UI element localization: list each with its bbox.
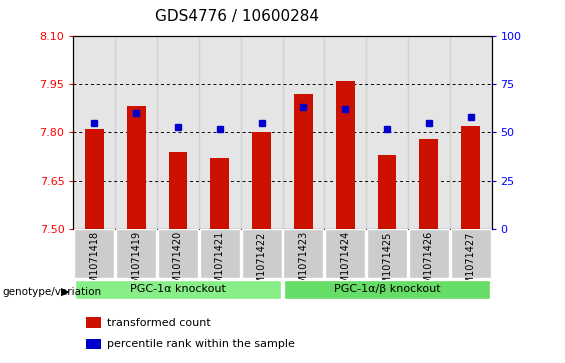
FancyBboxPatch shape xyxy=(367,229,407,278)
Text: genotype/variation: genotype/variation xyxy=(3,287,102,297)
Bar xyxy=(450,36,492,229)
Text: GSM1071423: GSM1071423 xyxy=(298,231,308,297)
Bar xyxy=(366,36,408,229)
Bar xyxy=(294,94,313,229)
FancyBboxPatch shape xyxy=(450,229,491,278)
FancyBboxPatch shape xyxy=(75,280,281,299)
Text: GSM1071426: GSM1071426 xyxy=(424,231,434,297)
FancyBboxPatch shape xyxy=(199,229,240,278)
Text: GSM1071424: GSM1071424 xyxy=(340,231,350,297)
FancyBboxPatch shape xyxy=(116,229,157,278)
Bar xyxy=(461,126,480,229)
Text: transformed count: transformed count xyxy=(107,318,211,327)
Text: GSM1071418: GSM1071418 xyxy=(89,231,99,296)
Text: GSM1071427: GSM1071427 xyxy=(466,231,476,297)
Text: PGC-1α knockout: PGC-1α knockout xyxy=(130,285,226,294)
FancyBboxPatch shape xyxy=(241,229,282,278)
Bar xyxy=(282,36,324,229)
Bar xyxy=(168,152,188,229)
Text: GSM1071425: GSM1071425 xyxy=(382,231,392,297)
Bar xyxy=(127,106,146,229)
Bar xyxy=(157,36,199,229)
FancyBboxPatch shape xyxy=(74,229,115,278)
Bar xyxy=(86,317,101,328)
Text: ▶: ▶ xyxy=(61,287,69,297)
Bar xyxy=(336,81,355,229)
FancyBboxPatch shape xyxy=(283,229,324,278)
Bar xyxy=(86,339,101,349)
Bar xyxy=(324,36,366,229)
FancyBboxPatch shape xyxy=(158,229,198,278)
FancyBboxPatch shape xyxy=(408,229,449,278)
Text: percentile rank within the sample: percentile rank within the sample xyxy=(107,339,295,349)
Bar xyxy=(419,139,438,229)
Bar xyxy=(115,36,157,229)
Text: PGC-1α/β knockout: PGC-1α/β knockout xyxy=(334,285,440,294)
Bar xyxy=(85,129,104,229)
Bar xyxy=(252,132,271,229)
Bar xyxy=(377,155,397,229)
Text: GSM1071421: GSM1071421 xyxy=(215,231,225,297)
Text: GDS4776 / 10600284: GDS4776 / 10600284 xyxy=(155,9,319,24)
Text: GSM1071422: GSM1071422 xyxy=(257,231,267,297)
Bar xyxy=(241,36,282,229)
Text: GSM1071419: GSM1071419 xyxy=(131,231,141,296)
FancyBboxPatch shape xyxy=(325,229,366,278)
Bar xyxy=(73,36,115,229)
Bar xyxy=(199,36,241,229)
Bar xyxy=(408,36,450,229)
Bar xyxy=(210,158,229,229)
Text: GSM1071420: GSM1071420 xyxy=(173,231,183,297)
FancyBboxPatch shape xyxy=(284,280,490,299)
